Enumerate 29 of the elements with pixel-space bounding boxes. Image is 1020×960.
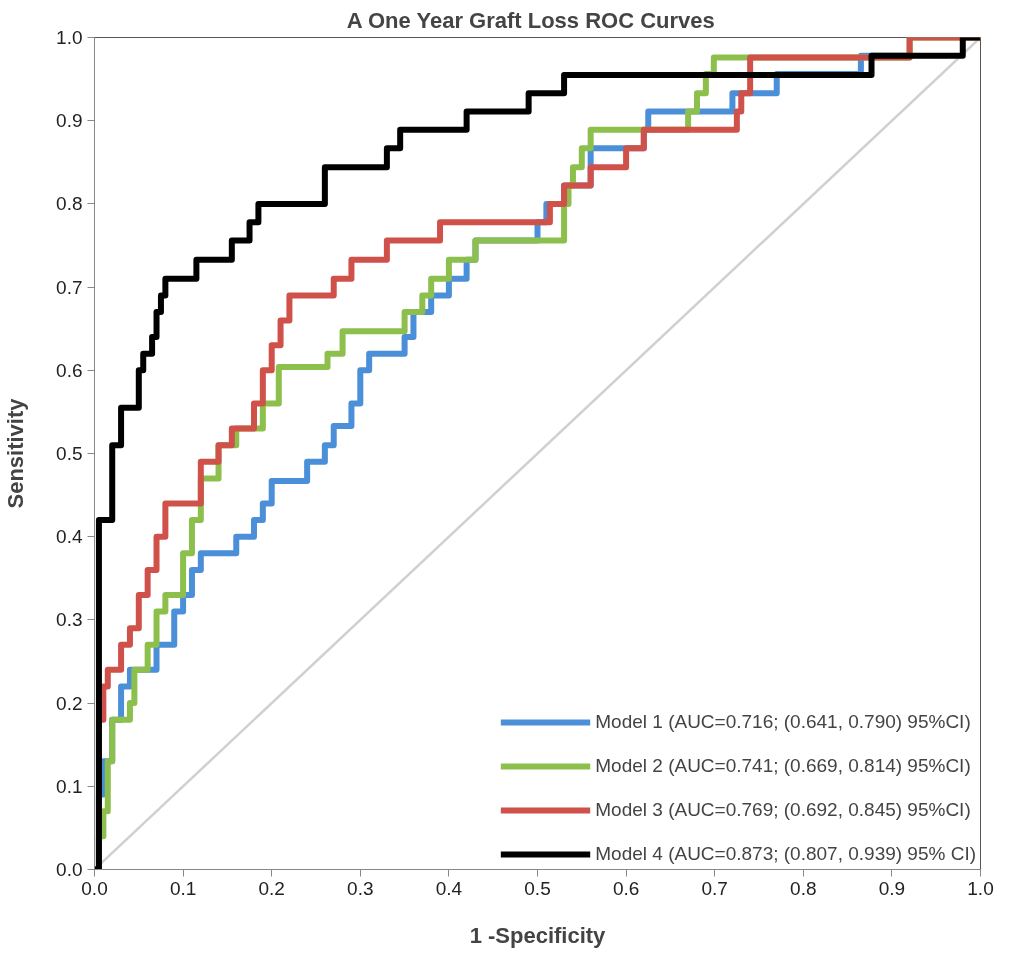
legend-label: Model 3 (AUC=0.769; (0.692, 0.845) 95%CI) bbox=[595, 799, 971, 821]
x-tick-label: 0.6 bbox=[612, 877, 640, 899]
y-tick-label: 0.8 bbox=[56, 193, 83, 215]
x-tick-label: 0.5 bbox=[524, 877, 551, 899]
y-tick-label: 0.4 bbox=[56, 526, 83, 548]
x-tick-label: 0.2 bbox=[258, 877, 285, 899]
text: 0.0 bbox=[81, 877, 108, 899]
y-tick-label: 0.7 bbox=[56, 276, 83, 298]
text: 1.0 bbox=[56, 27, 83, 48]
chart-title: A One Year Graft Loss ROC Curves bbox=[346, 7, 715, 33]
legend-label: Model 4 (AUC=0.873; (0.807, 0.939) 95% CI) bbox=[595, 843, 976, 865]
y-tick-label: 0.1 bbox=[56, 775, 83, 797]
x-axis-title: 1 -Specificity bbox=[469, 922, 607, 948]
legend-label: Model 2 (AUC=0.741; (0.669, 0.814) 95%CI) bbox=[595, 755, 971, 777]
x-tick-label: 0.8 bbox=[790, 877, 817, 899]
legend-label: Model 1 (AUC=0.716; (0.641, 0.790) 95%CI) bbox=[595, 711, 971, 733]
y-tick-label: 0.9 bbox=[56, 110, 83, 132]
y-tick-label: 0.5 bbox=[56, 443, 83, 464]
x-tick-label: 0.4 bbox=[435, 877, 463, 899]
text: 0.0 bbox=[56, 859, 83, 880]
x-tick-label: 0.7 bbox=[701, 877, 728, 899]
x-tick-label: 0.1 bbox=[169, 877, 197, 899]
x-tick-label: 0.9 bbox=[878, 877, 906, 899]
y-tick-label: 0.2 bbox=[56, 692, 83, 714]
text: 1.0 bbox=[967, 877, 994, 899]
x-tick-label: 0.3 bbox=[347, 877, 374, 899]
y-axis-title: Sensitivity bbox=[3, 397, 29, 509]
y-tick-label: 0.3 bbox=[56, 609, 83, 631]
y-tick-label: 0.6 bbox=[56, 359, 83, 381]
